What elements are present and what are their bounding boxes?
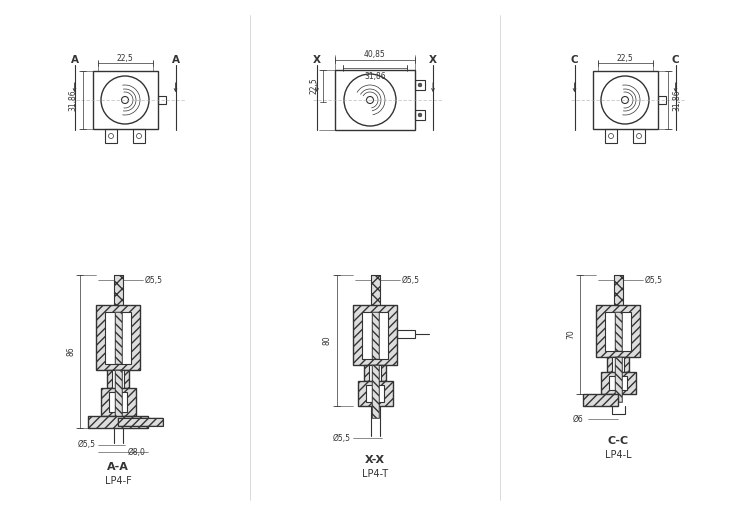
Bar <box>614 357 622 402</box>
Bar <box>353 305 397 365</box>
Bar <box>335 70 415 130</box>
Bar <box>158 96 166 104</box>
Bar <box>366 385 384 402</box>
Bar <box>371 312 379 359</box>
Bar <box>115 370 122 424</box>
Bar <box>109 392 127 412</box>
Text: LP4-L: LP4-L <box>604 450 631 460</box>
Bar <box>358 381 392 406</box>
Circle shape <box>419 83 422 87</box>
Bar <box>633 129 645 143</box>
Text: 22,5: 22,5 <box>309 77 318 94</box>
Text: 22,5: 22,5 <box>616 53 633 63</box>
Bar <box>370 275 380 305</box>
Bar <box>371 365 379 418</box>
Bar <box>614 275 622 305</box>
Text: C: C <box>672 55 680 65</box>
Text: 31,86: 31,86 <box>68 89 77 111</box>
Bar <box>96 305 140 370</box>
Bar <box>107 370 129 388</box>
Bar <box>397 330 415 338</box>
Bar <box>601 372 635 394</box>
Bar <box>614 357 622 402</box>
Text: Ø5,5: Ø5,5 <box>333 433 351 443</box>
Text: 22,5: 22,5 <box>117 53 134 63</box>
Text: Ø5,5: Ø5,5 <box>78 441 96 449</box>
Bar <box>607 357 629 372</box>
Bar <box>609 376 627 390</box>
Bar <box>118 418 163 426</box>
Text: C: C <box>571 55 578 65</box>
Bar <box>88 416 148 428</box>
Text: A: A <box>70 55 79 65</box>
Text: Ø6: Ø6 <box>573 415 584 424</box>
Text: X-X: X-X <box>365 455 385 465</box>
Bar <box>605 312 631 351</box>
Bar <box>592 71 658 129</box>
Bar <box>364 365 386 381</box>
Bar <box>596 305 640 357</box>
Bar <box>362 312 388 359</box>
Bar <box>596 305 640 357</box>
Text: Ø8,0: Ø8,0 <box>128 447 146 457</box>
Bar <box>607 357 629 372</box>
Bar <box>415 110 425 120</box>
Text: 80: 80 <box>323 336 332 345</box>
Bar <box>415 80 425 90</box>
Bar <box>364 365 386 381</box>
Bar <box>92 71 158 129</box>
Text: Ø5,5: Ø5,5 <box>145 275 163 285</box>
Text: 40,85: 40,85 <box>364 50 386 60</box>
Text: A: A <box>172 55 179 65</box>
Bar <box>605 129 617 143</box>
Bar <box>133 129 145 143</box>
Bar <box>601 372 635 394</box>
Bar <box>583 394 618 406</box>
Text: X: X <box>313 55 321 65</box>
Bar <box>583 394 618 406</box>
Text: 70: 70 <box>566 330 575 340</box>
Bar <box>115 370 122 424</box>
Bar <box>658 96 665 104</box>
Bar <box>358 381 392 406</box>
Bar <box>614 312 622 351</box>
Text: Ø5,5: Ø5,5 <box>645 275 663 285</box>
Bar <box>105 312 131 364</box>
Bar <box>112 370 124 388</box>
Bar <box>88 416 148 428</box>
Text: C-C: C-C <box>608 436 628 446</box>
Bar <box>614 312 622 351</box>
Text: 31,86: 31,86 <box>364 71 386 81</box>
Bar <box>115 312 122 364</box>
Bar <box>107 370 129 388</box>
Bar <box>96 305 140 370</box>
Bar <box>353 305 397 365</box>
Bar <box>105 129 117 143</box>
Circle shape <box>419 113 422 117</box>
Bar <box>612 357 624 372</box>
Text: LP4-F: LP4-F <box>104 476 131 486</box>
Text: LP4-T: LP4-T <box>362 469 388 479</box>
Bar <box>118 418 163 426</box>
Text: 31,86: 31,86 <box>673 89 682 111</box>
Text: 86: 86 <box>66 347 75 357</box>
Bar <box>100 388 136 416</box>
Bar <box>371 312 379 359</box>
Text: X: X <box>429 55 437 65</box>
Text: Ø5,5: Ø5,5 <box>402 275 420 285</box>
Bar <box>113 275 122 305</box>
Bar <box>100 388 136 416</box>
Bar <box>371 365 379 418</box>
Text: A-A: A-A <box>107 462 129 472</box>
Bar <box>115 312 122 364</box>
Bar <box>369 365 381 381</box>
